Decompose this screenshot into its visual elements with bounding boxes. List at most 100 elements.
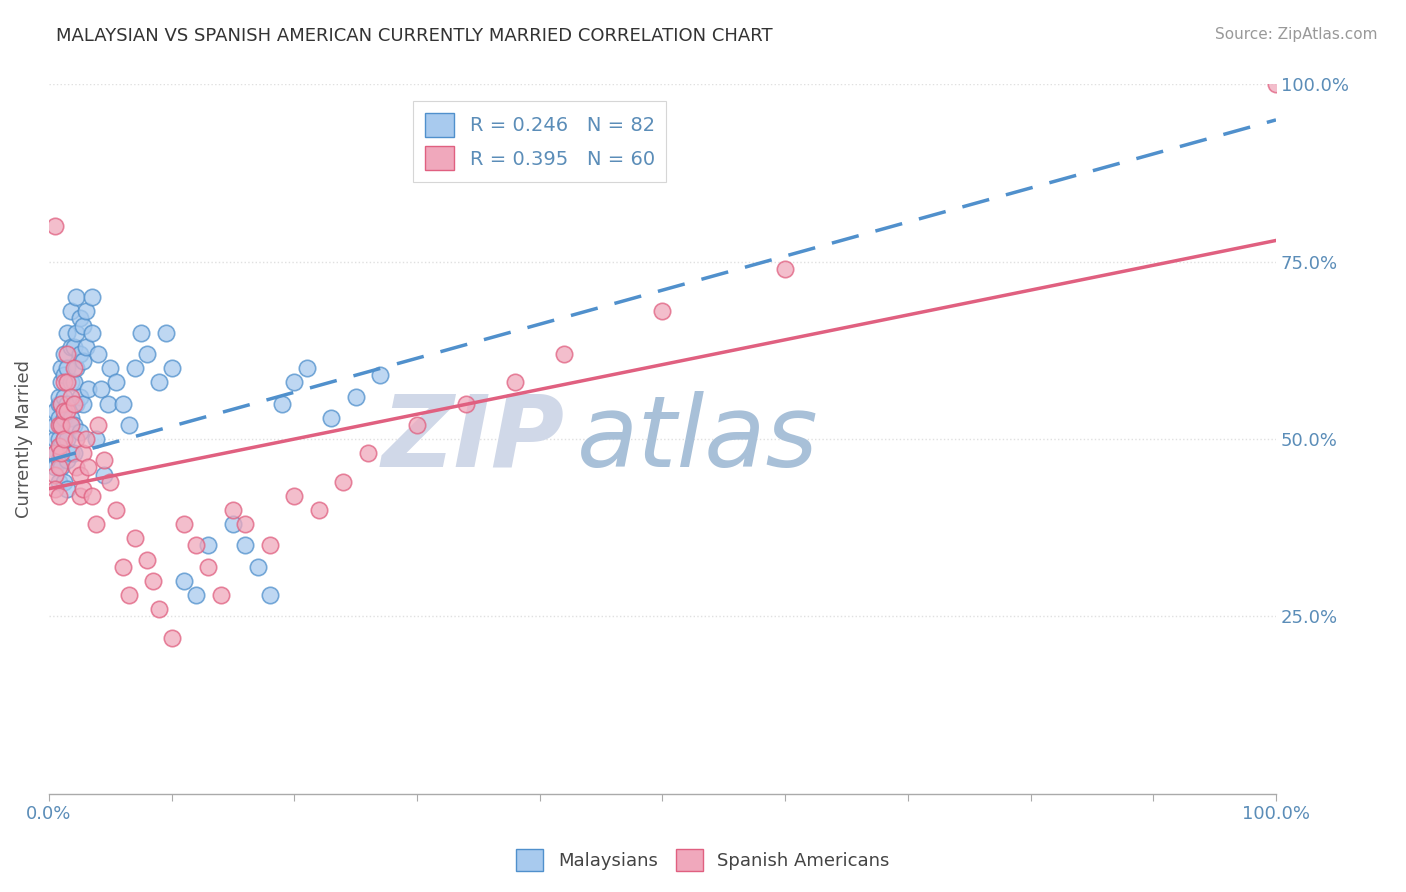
Point: [51, 417, 73, 432]
Point: [321, 410, 343, 425]
Point: [197, 559, 219, 574]
Point: [84, 517, 107, 532]
Point: [48, 453, 70, 467]
Point: [48, 417, 70, 432]
Point: [51, 460, 73, 475]
Point: [308, 503, 330, 517]
Point: [186, 588, 208, 602]
Point: [72, 354, 94, 368]
Point: [222, 517, 245, 532]
Point: [62, 417, 84, 432]
Point: [97, 396, 120, 410]
Text: ZIP: ZIP: [381, 391, 564, 488]
Point: [69, 425, 91, 439]
Point: [72, 318, 94, 333]
Point: [136, 552, 159, 566]
Point: [52, 390, 75, 404]
Point: [62, 396, 84, 410]
Point: [56, 482, 79, 496]
Point: [142, 574, 165, 588]
Point: [60, 390, 83, 404]
Point: [173, 574, 195, 588]
Point: [65, 396, 87, 410]
Point: [89, 383, 111, 397]
Point: [271, 396, 294, 410]
Point: [51, 396, 73, 410]
Point: [148, 376, 170, 390]
Point: [503, 376, 526, 390]
Point: [357, 446, 380, 460]
Point: [51, 446, 73, 460]
Point: [52, 475, 75, 489]
Point: [295, 361, 318, 376]
Text: atlas: atlas: [576, 391, 818, 488]
Point: [84, 432, 107, 446]
Point: [51, 396, 73, 410]
Point: [56, 453, 79, 467]
Point: [44, 482, 66, 496]
Point: [60, 410, 83, 425]
Y-axis label: Currently Married: Currently Married: [15, 360, 32, 518]
Point: [62, 340, 84, 354]
Point: [118, 588, 141, 602]
Point: [80, 326, 103, 340]
Point: [197, 538, 219, 552]
Point: [56, 396, 79, 410]
Point: [69, 390, 91, 404]
Point: [62, 446, 84, 460]
Point: [111, 559, 134, 574]
Point: [65, 326, 87, 340]
Point: [75, 304, 97, 318]
Point: [72, 446, 94, 460]
Point: [44, 467, 66, 482]
Point: [44, 446, 66, 460]
Point: [52, 410, 75, 425]
Point: [52, 432, 75, 446]
Point: [65, 460, 87, 475]
Point: [136, 347, 159, 361]
Point: [77, 460, 100, 475]
Point: [56, 403, 79, 417]
Point: [52, 347, 75, 361]
Point: [62, 376, 84, 390]
Point: [60, 417, 83, 432]
Point: [52, 403, 75, 417]
Point: [93, 467, 115, 482]
Point: [118, 417, 141, 432]
Point: [60, 304, 83, 318]
Point: [69, 347, 91, 361]
Point: [72, 396, 94, 410]
Point: [72, 482, 94, 496]
Point: [60, 340, 83, 354]
Point: [129, 326, 152, 340]
Point: [553, 347, 575, 361]
Point: [44, 432, 66, 446]
Point: [44, 219, 66, 234]
Legend: Malaysians, Spanish Americans: Malaysians, Spanish Americans: [509, 842, 897, 879]
Point: [52, 432, 75, 446]
Point: [98, 361, 121, 376]
Point: [77, 383, 100, 397]
Point: [1265, 78, 1288, 92]
Point: [48, 460, 70, 475]
Point: [48, 439, 70, 453]
Point: [51, 417, 73, 432]
Point: [48, 410, 70, 425]
Text: MALAYSIAN VS SPANISH AMERICAN CURRENTLY MARRIED CORRELATION CHART: MALAYSIAN VS SPANISH AMERICAN CURRENTLY …: [56, 27, 773, 45]
Point: [259, 538, 281, 552]
Point: [80, 290, 103, 304]
Point: [44, 446, 66, 460]
Point: [44, 417, 66, 432]
Point: [44, 403, 66, 417]
Point: [344, 390, 367, 404]
Text: Source: ZipAtlas.com: Source: ZipAtlas.com: [1215, 27, 1378, 42]
Point: [75, 432, 97, 446]
Point: [155, 326, 177, 340]
Point: [65, 361, 87, 376]
Point: [406, 417, 429, 432]
Point: [52, 376, 75, 390]
Point: [48, 390, 70, 404]
Point: [60, 376, 83, 390]
Point: [105, 376, 128, 390]
Point: [44, 460, 66, 475]
